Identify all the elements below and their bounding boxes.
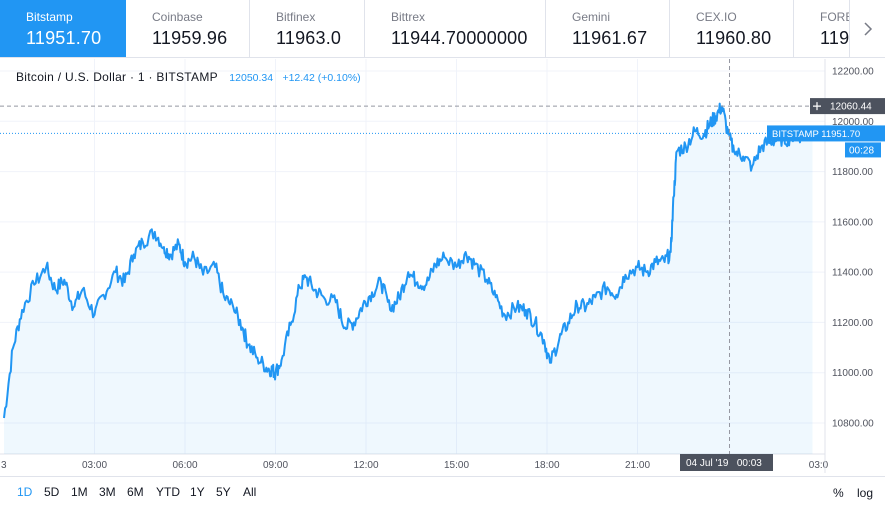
tab-price: 11963.0	[276, 28, 342, 48]
range-3m-button[interactable]: 3M	[99, 485, 116, 499]
y-tick-label: 11200.00	[832, 318, 873, 329]
countdown-box	[845, 142, 881, 158]
x-tick-label: 03:0	[809, 460, 829, 471]
tab-gemini[interactable]: Gemini 11961.67	[546, 0, 670, 57]
exchange-tabs: Bitstamp 11951.70 Coinbase 11959.96 Bitf…	[0, 0, 885, 58]
y-tick-label: 12200.00	[832, 67, 874, 78]
range-1m-button[interactable]: 1M	[71, 485, 88, 499]
x-tick-label: 12:00	[353, 460, 378, 471]
y-tick-label: 11400.00	[832, 268, 873, 279]
tab-bitstamp[interactable]: Bitstamp 11951.70	[0, 0, 126, 57]
tab-name: Coinbase	[152, 10, 203, 24]
y-tick-label: 11000.00	[832, 368, 873, 379]
y-tick-label: 11800.00	[832, 167, 873, 178]
tab-price: 11961.67	[572, 28, 648, 48]
range-toolbar: 1D 5D 1M 3M 6M YTD 1Y 5Y All % log	[0, 476, 885, 511]
x-tick-label: 21:00	[625, 460, 650, 471]
tab-price: 11944.70000000	[391, 28, 528, 48]
range-1y-button[interactable]: 1Y	[190, 485, 205, 499]
tab-bittrex[interactable]: Bittrex 11944.70000000	[365, 0, 546, 57]
crosshair-price-label: 12060.44	[830, 102, 872, 113]
chart-canvas[interactable]: 12200.00 12000.00 11800.00 11600.00 11400.00…	[0, 59, 885, 473]
x-tick-label: 18:00	[534, 460, 559, 471]
y-tick-label: 10800.00	[832, 419, 874, 430]
legend-symbol: Bitcoin / U.S. Dollar · 1 · BITSTAMP	[16, 70, 218, 84]
range-1d-button[interactable]: 1D	[17, 485, 33, 499]
percent-scale-button[interactable]: %	[833, 486, 844, 500]
range-ytd-button[interactable]: YTD	[156, 485, 180, 499]
countdown-label: 00:28	[849, 145, 874, 156]
x-tick-label: 09:00	[263, 460, 288, 471]
crosshair-time-box	[680, 454, 773, 471]
series-line	[3, 102, 814, 419]
last-price-label: BITSTAMP 11951.70	[772, 129, 860, 140]
crosshair-time-label: 04 Jul '19 00:03	[686, 458, 762, 469]
tab-name: Gemini	[572, 10, 611, 24]
y-tick-label: 12000.00	[832, 117, 874, 128]
crosshair-price-box	[810, 98, 885, 115]
y-tick-label: 11600.00	[832, 217, 873, 228]
range-6m-button[interactable]: 6M	[127, 485, 144, 499]
tabs-next-button[interactable]	[849, 0, 885, 57]
tab-price: 11959.96	[152, 28, 228, 48]
log-scale-button[interactable]: log	[857, 486, 874, 500]
tab-name: Bitfinex	[276, 10, 316, 24]
tab-bitfinex[interactable]: Bitfinex 11963.0	[250, 0, 365, 57]
range-5d-button[interactable]: 5D	[44, 485, 60, 499]
range-all-button[interactable]: All	[243, 485, 257, 499]
last-price-box	[767, 125, 885, 142]
tab-cexio[interactable]: CEX.IO 11960.80	[670, 0, 794, 57]
legend-last-price: 12050.34	[229, 72, 274, 84]
legend-change: +12.42 (+0.10%)	[282, 72, 361, 84]
series-area	[4, 103, 813, 454]
price-chart[interactable]: 12200.00 12000.00 11800.00 11600.00 11400.00…	[0, 59, 885, 473]
chart-legend: Bitcoin / U.S. Dollar · 1 · BITSTAMP 120…	[16, 70, 361, 84]
tab-name: Bittrex	[391, 10, 426, 24]
chevron-right-icon	[863, 22, 872, 36]
tab-name: Bitstamp	[26, 10, 73, 24]
tab-price: 11951.70	[26, 28, 102, 48]
range-5y-button[interactable]: 5Y	[216, 485, 231, 499]
x-tick-label: 3	[1, 460, 7, 471]
tab-coinbase[interactable]: Coinbase 11959.96	[126, 0, 250, 57]
x-tick-label: 06:00	[172, 460, 197, 471]
crosshair-plus-icon	[813, 102, 821, 111]
tab-price: 11960.80	[696, 28, 772, 48]
x-tick-label: 03:00	[82, 460, 107, 471]
x-tick-label: 15:00	[444, 460, 469, 471]
tab-name: CEX.IO	[696, 10, 737, 24]
